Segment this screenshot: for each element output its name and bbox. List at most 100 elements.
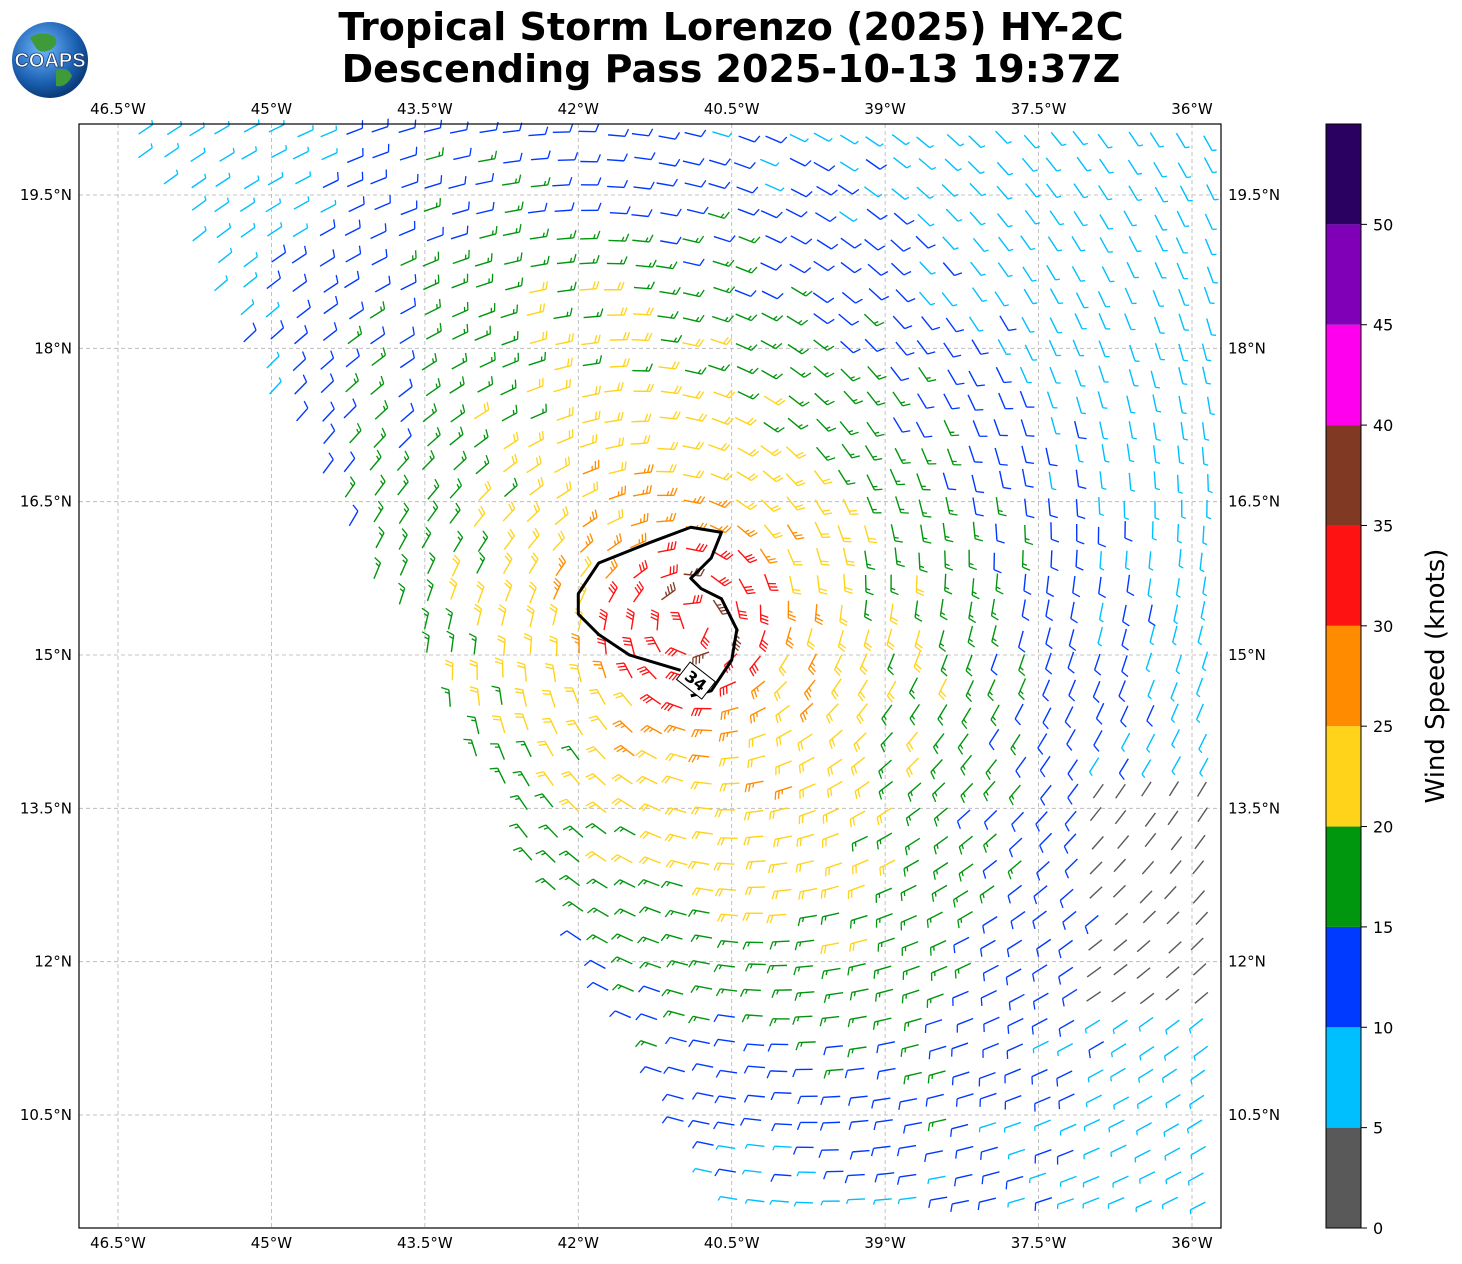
wind-barb bbox=[345, 245, 362, 263]
wind-barb bbox=[558, 798, 579, 812]
wind-barb bbox=[243, 119, 260, 133]
wind-barb bbox=[606, 256, 628, 265]
wind-barb bbox=[857, 679, 868, 702]
wind-barb bbox=[816, 575, 828, 595]
wind-barb bbox=[765, 135, 788, 144]
wind-barb bbox=[982, 859, 998, 879]
wind-barb bbox=[191, 173, 207, 189]
wind-barb bbox=[892, 391, 911, 407]
wind-barb bbox=[1045, 627, 1053, 650]
wind-barb bbox=[840, 237, 862, 249]
wind-barb bbox=[775, 760, 792, 776]
wind-barb bbox=[296, 299, 311, 319]
wind-barb bbox=[191, 195, 207, 211]
wind-barb bbox=[931, 884, 948, 902]
wind-barb bbox=[1005, 968, 1022, 986]
wind-barb bbox=[425, 378, 441, 397]
wind-barb bbox=[749, 655, 761, 677]
wind-barb bbox=[1085, 1094, 1102, 1108]
wind-barb bbox=[707, 211, 730, 220]
wind-barb bbox=[891, 133, 910, 146]
wind-barb bbox=[664, 807, 687, 816]
wind-barb bbox=[1144, 832, 1157, 848]
wind-barb bbox=[529, 476, 544, 496]
wind-barb bbox=[1004, 1068, 1021, 1084]
wind-barb bbox=[468, 633, 477, 655]
lat-tick-label-left: 10.5°N bbox=[20, 1106, 72, 1124]
wind-barb bbox=[898, 1098, 918, 1110]
wind-barb bbox=[787, 343, 810, 355]
wind-barb bbox=[558, 874, 581, 887]
wind-barb bbox=[1068, 679, 1077, 702]
wind-barb bbox=[1168, 781, 1180, 797]
wind-barb bbox=[847, 963, 866, 976]
wind-barb bbox=[138, 143, 153, 159]
wind-barb bbox=[164, 142, 180, 158]
wind-barb bbox=[968, 549, 977, 571]
wind-barb bbox=[691, 1063, 714, 1071]
wind-barb bbox=[322, 172, 339, 189]
wind-barb bbox=[875, 912, 893, 928]
wind-barb bbox=[896, 1173, 917, 1185]
wind-barb bbox=[582, 459, 600, 475]
wind-barb bbox=[371, 347, 387, 366]
wind-barb bbox=[1134, 1149, 1151, 1163]
wind-barb bbox=[294, 325, 309, 345]
colorbar-tick-label: 10 bbox=[1373, 1018, 1393, 1037]
wind-barb bbox=[571, 632, 580, 654]
lon-tick-label-bottom: 43.5°W bbox=[397, 1234, 453, 1252]
wind-barb bbox=[478, 303, 496, 318]
wind-barb bbox=[924, 1150, 943, 1163]
wind-barb bbox=[1021, 550, 1031, 571]
wind-barb bbox=[552, 177, 573, 187]
wind-barb bbox=[1176, 474, 1183, 494]
wind-barb bbox=[266, 270, 281, 290]
wind-barb bbox=[682, 338, 704, 348]
wind-barb bbox=[761, 369, 783, 380]
wind-barb bbox=[580, 177, 602, 186]
wind-barb bbox=[558, 850, 580, 863]
wind-barb bbox=[1112, 1175, 1129, 1188]
wind-barb bbox=[945, 497, 958, 516]
wind-barb bbox=[554, 456, 571, 474]
wind-barb bbox=[1034, 1096, 1051, 1112]
wind-barb bbox=[1186, 1119, 1203, 1134]
wind-barb bbox=[994, 291, 1009, 307]
wind-barb bbox=[526, 303, 546, 316]
colorbar-bin bbox=[1326, 425, 1361, 526]
wind-barb bbox=[972, 521, 983, 542]
wind-barb bbox=[476, 201, 495, 215]
wind-barb bbox=[556, 229, 577, 240]
wind-barb bbox=[1111, 991, 1126, 1003]
wind-barb bbox=[712, 131, 733, 138]
wind-barb bbox=[741, 1014, 763, 1023]
wind-barb bbox=[504, 201, 524, 214]
wind-barb bbox=[1148, 551, 1154, 571]
wind-barb bbox=[902, 965, 920, 980]
wind-barb bbox=[918, 291, 936, 306]
wind-barb bbox=[1206, 184, 1219, 201]
wind-barb bbox=[1201, 651, 1209, 672]
wind-barb bbox=[579, 533, 594, 553]
lon-tick-label-top: 45°W bbox=[251, 100, 293, 118]
wind-barb bbox=[1024, 498, 1035, 519]
wind-barb bbox=[345, 348, 360, 368]
colorbar-tick-label: 35 bbox=[1373, 516, 1393, 535]
wind-barb bbox=[863, 629, 872, 652]
wind-barb bbox=[1179, 185, 1193, 202]
wind-barb bbox=[658, 132, 681, 140]
wind-barb bbox=[742, 912, 763, 921]
wind-barb bbox=[427, 552, 436, 575]
wind-barb bbox=[734, 289, 757, 298]
wind-barb bbox=[970, 261, 986, 277]
lat-tick-label-right: 13.5°N bbox=[1228, 799, 1280, 817]
wind-barb bbox=[1175, 237, 1188, 254]
wind-barb bbox=[660, 564, 678, 579]
wind-barb bbox=[1114, 809, 1127, 825]
wind-barb bbox=[868, 287, 890, 301]
wind-barb bbox=[919, 261, 936, 275]
wind-barb bbox=[1101, 444, 1110, 463]
lon-tick-label-bottom: 45°W bbox=[251, 1234, 293, 1252]
wind-barb bbox=[639, 961, 662, 969]
